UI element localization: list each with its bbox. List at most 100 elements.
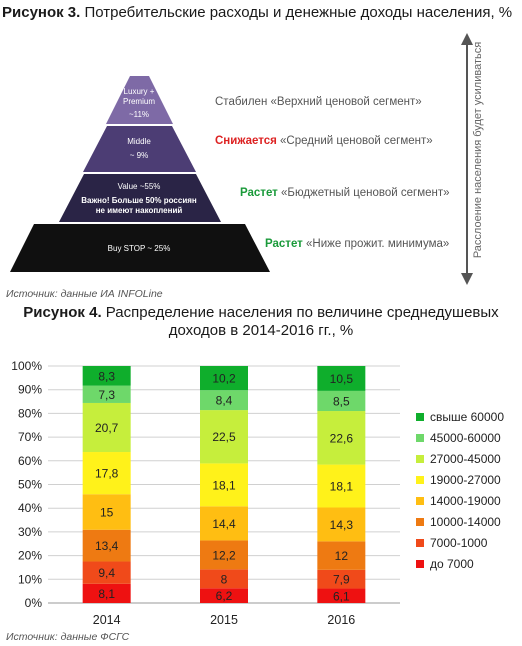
data-label: 8,1: [98, 587, 115, 601]
y-tick-label: 40%: [18, 501, 42, 515]
bar-segment: [200, 410, 248, 464]
pyramid-tier-middle: [83, 126, 196, 172]
bar-segment: [317, 507, 366, 542]
y-tick-label: 30%: [18, 525, 42, 539]
y-tick-label: 60%: [18, 454, 42, 468]
data-label: 22,6: [330, 431, 354, 445]
tier-value-line3: не имеют накоплений: [96, 206, 183, 215]
pyramid-chart: Luxury + Premium ~11% Middle ~ 9% Value …: [10, 33, 473, 285]
legend-item: до 7000: [416, 553, 504, 574]
data-label: 8,5: [333, 394, 350, 408]
legend-label: 19000-27000: [430, 472, 501, 487]
tier-luxury-line2: Premium: [123, 97, 155, 106]
data-label: 17,8: [95, 467, 119, 481]
bar-segment: [82, 583, 131, 603]
y-tick-label: 100%: [11, 359, 42, 373]
tier-middle-line2: ~ 9%: [130, 151, 148, 160]
legend-swatch: [416, 412, 424, 421]
legend-label: 10000-14000: [430, 514, 501, 529]
segment-status-buystop: Растет «Ниже прожит. минимума»: [265, 238, 450, 250]
x-tick-label: 2015: [210, 613, 238, 627]
data-label: 12: [335, 549, 349, 563]
pyramid-tier-value: [59, 174, 221, 222]
segment-status-luxury: Стабилен «Верхний ценовой сегмент»: [215, 96, 422, 108]
legend-item: 45000-60000: [416, 427, 504, 448]
data-label: 6,1: [333, 589, 350, 603]
legend-label: до 7000: [430, 556, 474, 571]
y-tick-label: 0%: [25, 596, 43, 610]
bar-segment: [200, 390, 248, 411]
pyramid-tier-luxury: [106, 76, 173, 124]
legend-item: 19000-27000: [416, 469, 504, 490]
data-label: 7,9: [333, 573, 350, 587]
bar-segment: [82, 494, 131, 530]
tier-middle-line1: Middle: [127, 137, 151, 146]
double-arrow-icon: [461, 33, 473, 285]
legend-swatch: [416, 559, 424, 568]
legend-item: 14000-19000: [416, 490, 504, 511]
data-label: 18,1: [212, 478, 236, 492]
legend-label: 7000-1000: [430, 535, 488, 550]
bar-segment: [82, 452, 131, 495]
bar-segment: [82, 385, 131, 403]
legend-label: свыше 60000: [430, 409, 505, 424]
figure3-title: Рисунок 3. Потребительские расходы и ден…: [2, 4, 513, 21]
bar-segment: [82, 402, 131, 453]
pyramid-tier-buystop: [10, 224, 270, 272]
x-tick-label: 2016: [327, 613, 355, 627]
legend-label: 27000-45000: [430, 451, 501, 466]
data-label: 14,3: [330, 518, 354, 532]
tier-value-line2: Важно! Больше 50% россиян: [81, 196, 197, 205]
x-tick-label: 2014: [93, 613, 121, 627]
bar-segment: [317, 569, 366, 589]
bar-segment: [317, 411, 366, 465]
legend-swatch: [416, 496, 424, 505]
legend-label: 45000-60000: [430, 430, 501, 445]
y-tick-label: 70%: [18, 430, 42, 444]
tier-luxury-line3: ~11%: [129, 110, 149, 119]
figure3-source: Источник: данные ИА INFOLine: [6, 288, 163, 300]
data-label: 13,4: [95, 539, 119, 553]
data-label: 12,2: [212, 548, 236, 562]
data-label: 10,2: [212, 372, 236, 386]
bar-segment: [82, 366, 131, 386]
bar-segment: [200, 366, 248, 391]
legend-swatch: [416, 475, 424, 484]
data-label: 20,7: [95, 421, 119, 435]
legend-swatch: [416, 433, 424, 442]
legend-swatch: [416, 454, 424, 463]
bar-segment: [317, 464, 366, 508]
segment-status-middle: Снижается «Средний ценовой сегмент»: [215, 135, 433, 147]
data-label: 6,2: [216, 589, 233, 603]
y-tick-label: 10%: [18, 572, 42, 586]
y-tick-label: 50%: [18, 478, 42, 492]
legend-label: 14000-19000: [430, 493, 501, 508]
bar-segment: [317, 390, 366, 412]
bar-segment: [200, 540, 248, 570]
bar-segment: [317, 366, 366, 391]
tier-value-line1: Value ~55%: [118, 182, 161, 191]
bar-segment: [317, 541, 366, 570]
bar-segment: [317, 588, 366, 603]
segment-status-value: Растет «Бюджетный ценовой сегмент»: [240, 187, 450, 199]
y-tick-label: 20%: [18, 549, 42, 563]
data-label: 7,3: [98, 388, 115, 402]
legend-swatch: [416, 538, 424, 547]
legend-item: свыше 60000: [416, 406, 504, 427]
data-label: 9,4: [98, 566, 115, 580]
chart-legend: свыше 60000 45000-60000 27000-45000 19000-2…: [416, 406, 504, 574]
data-label: 15: [100, 505, 114, 519]
tier-luxury-line1: Luxury +: [124, 87, 155, 96]
bar-segment: [82, 561, 131, 584]
data-label: 14,4: [212, 517, 236, 531]
bar-segment: [82, 529, 131, 562]
data-label: 10,5: [330, 372, 354, 386]
legend-item: 7000-1000: [416, 532, 504, 553]
data-label: 8,4: [216, 394, 233, 408]
legend-item: 10000-14000: [416, 511, 504, 532]
legend-item: 27000-45000: [416, 448, 504, 469]
data-label: 8: [221, 572, 228, 586]
bar-segment: [200, 506, 248, 541]
y-tick-label: 90%: [18, 383, 42, 397]
